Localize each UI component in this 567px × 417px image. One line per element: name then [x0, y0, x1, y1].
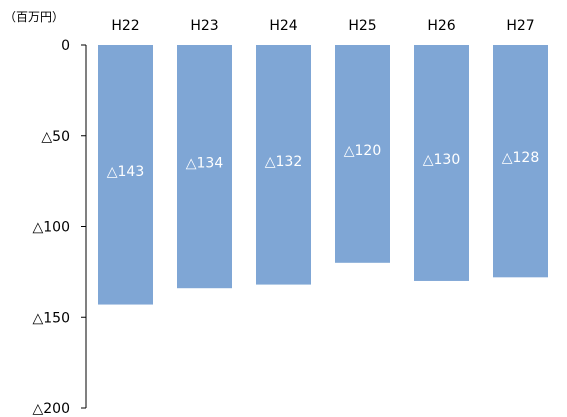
bars: [98, 45, 548, 305]
bar-h24: [256, 45, 311, 285]
data-labels: △143 △134 △132 △120 △130 △128: [107, 143, 540, 180]
data-label: △120: [344, 143, 382, 159]
y-tick-label: △150: [33, 310, 71, 326]
bar-h25: [335, 45, 390, 263]
bar-h23: [177, 45, 232, 289]
data-label: △143: [107, 164, 145, 180]
category-label: H26: [427, 18, 455, 34]
data-label: △130: [423, 152, 461, 168]
bar-h26: [414, 45, 469, 281]
bar-h27: [493, 45, 548, 278]
y-axis-ticks: 0 △50 △100 △150 △200: [33, 38, 86, 417]
category-labels: H22 H23 H24 H25 H26 H27: [111, 18, 534, 34]
y-tick-label: △50: [41, 129, 70, 145]
category-label: H27: [506, 18, 534, 34]
bar-h22: [98, 45, 153, 305]
y-tick-label: 0: [61, 38, 70, 54]
data-label: △132: [265, 154, 303, 170]
category-label: H24: [269, 18, 297, 34]
data-label: △128: [502, 150, 540, 166]
data-label: △134: [186, 156, 224, 172]
category-label: H25: [348, 18, 376, 34]
y-tick-label: △100: [33, 220, 71, 236]
category-label: H22: [111, 18, 139, 34]
y-tick-label: △200: [33, 401, 71, 417]
category-label: H23: [190, 18, 218, 34]
unit-label: （百万円）: [4, 10, 64, 24]
